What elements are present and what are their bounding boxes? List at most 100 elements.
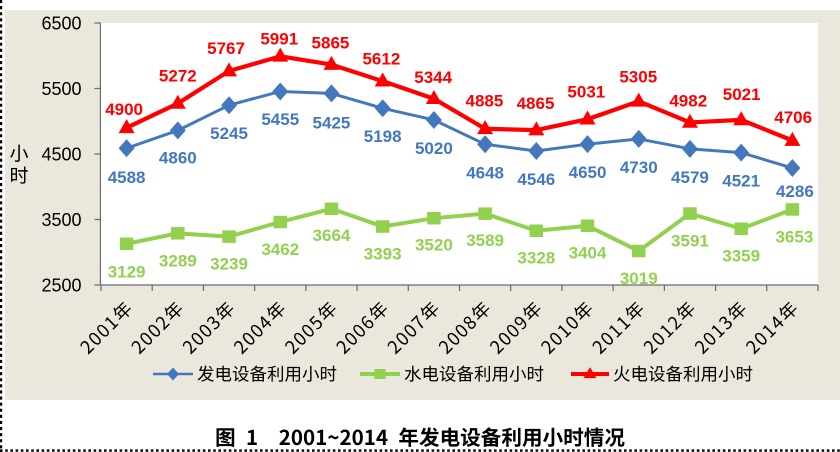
data-label: 4521 (722, 172, 760, 191)
y-tick-label: 6500 (41, 13, 81, 33)
series-all-power (118, 82, 801, 178)
x-category-label (336, 301, 387, 355)
legend-label (404, 365, 544, 382)
x-category-label (746, 301, 797, 355)
plot-area-background (101, 23, 818, 285)
data-label: 5272 (159, 66, 197, 85)
diamond-marker (118, 139, 135, 158)
data-label: 5455 (261, 110, 299, 129)
data-label: 5021 (723, 85, 761, 104)
square-marker (478, 207, 492, 220)
square-marker (580, 219, 595, 233)
diamond-marker (167, 367, 179, 381)
data-label: 5865 (312, 33, 350, 52)
square-marker (734, 222, 748, 235)
triangle-marker (323, 55, 340, 70)
legend-item-thermal (571, 365, 753, 382)
data-label: 3664 (313, 226, 351, 245)
legend-item-hydro (360, 365, 544, 382)
data-label: 3239 (210, 255, 248, 274)
diamond-marker (425, 110, 442, 129)
x-category-labels (80, 301, 797, 355)
diamond-marker (221, 96, 238, 115)
series-thermal (118, 47, 801, 146)
data-label: 5344 (414, 68, 452, 87)
square-marker (171, 227, 185, 240)
y-tick-label: 4500 (41, 144, 81, 164)
series-hydro-labels: 3129 3289 3239 3462 3664 3393 3520 3589 3328 3404… (108, 226, 814, 288)
square-marker (529, 224, 544, 238)
x-category-label (490, 301, 541, 355)
y-tick-label: 5500 (41, 79, 81, 99)
square-marker (374, 369, 386, 379)
x-category-label (285, 301, 336, 355)
data-label: 3591 (671, 231, 709, 250)
y-tick-labels: 2500 3500 4500 5500 6500 (41, 13, 81, 295)
triangle-marker (221, 62, 238, 77)
diamond-marker (528, 141, 545, 160)
triangle-marker (118, 119, 135, 134)
data-label: 4706 (774, 108, 812, 127)
y-tick-label: 2500 (41, 275, 81, 295)
series-all-power-labels: 4588 4860 5245 5455 5425 5198 5020 4648 4546 4650… (108, 110, 814, 201)
legend-label (197, 365, 337, 382)
triangle-marker (272, 47, 289, 62)
diamond-marker (323, 84, 340, 103)
legend-item-all-power (153, 365, 337, 382)
x-category-label (131, 301, 183, 355)
y-axis-title-char (11, 166, 28, 184)
data-label: 3129 (108, 262, 146, 281)
triangle-marker (169, 94, 186, 109)
data-label: 3289 (159, 251, 197, 270)
diamond-marker (169, 121, 186, 140)
data-label: 5031 (567, 82, 605, 101)
data-label: 3653 (775, 227, 813, 246)
diamond-marker (630, 129, 647, 148)
x-category-label (541, 301, 592, 355)
data-label: 3462 (261, 240, 299, 259)
diamond-marker (681, 139, 698, 158)
triangle-marker (477, 120, 494, 135)
data-label: 5305 (619, 68, 657, 87)
data-label: 3019 (620, 269, 658, 288)
data-label: 4650 (569, 163, 607, 182)
diamond-marker (477, 135, 494, 154)
square-marker (273, 215, 287, 229)
square-marker (324, 202, 339, 216)
data-label: 5020 (415, 139, 453, 158)
triangle-marker (425, 90, 442, 105)
figure-caption (216, 427, 625, 447)
data-label: 4900 (105, 100, 143, 119)
data-label: 4982 (669, 91, 707, 110)
data-label: 4286 (776, 182, 814, 201)
series-hydro (119, 202, 800, 258)
data-label: 4546 (517, 170, 555, 189)
x-category-label (438, 301, 490, 355)
square-marker (632, 244, 646, 258)
x-category-label (387, 301, 439, 355)
data-label: 4588 (108, 168, 146, 187)
y-axis-title-char (10, 144, 29, 162)
data-label: 3520 (415, 236, 453, 255)
data-label: 4885 (465, 92, 503, 111)
series-hydro-line (126, 206, 794, 254)
x-category-label (695, 301, 746, 355)
data-label: 3404 (569, 244, 607, 263)
square-marker (119, 237, 134, 251)
triangle-marker (583, 367, 597, 379)
data-label: 3393 (364, 244, 402, 263)
data-label: 5991 (260, 29, 298, 48)
square-marker (683, 207, 697, 220)
data-label: 4865 (517, 94, 555, 113)
x-category-label (234, 301, 285, 355)
legend (153, 365, 753, 382)
axes (94, 22, 819, 291)
data-label: 4730 (620, 158, 658, 177)
data-label: 5612 (362, 50, 400, 69)
data-label: 3589 (466, 231, 504, 250)
square-marker (427, 211, 441, 225)
triangle-marker (733, 111, 750, 126)
data-label: 4579 (671, 168, 709, 187)
